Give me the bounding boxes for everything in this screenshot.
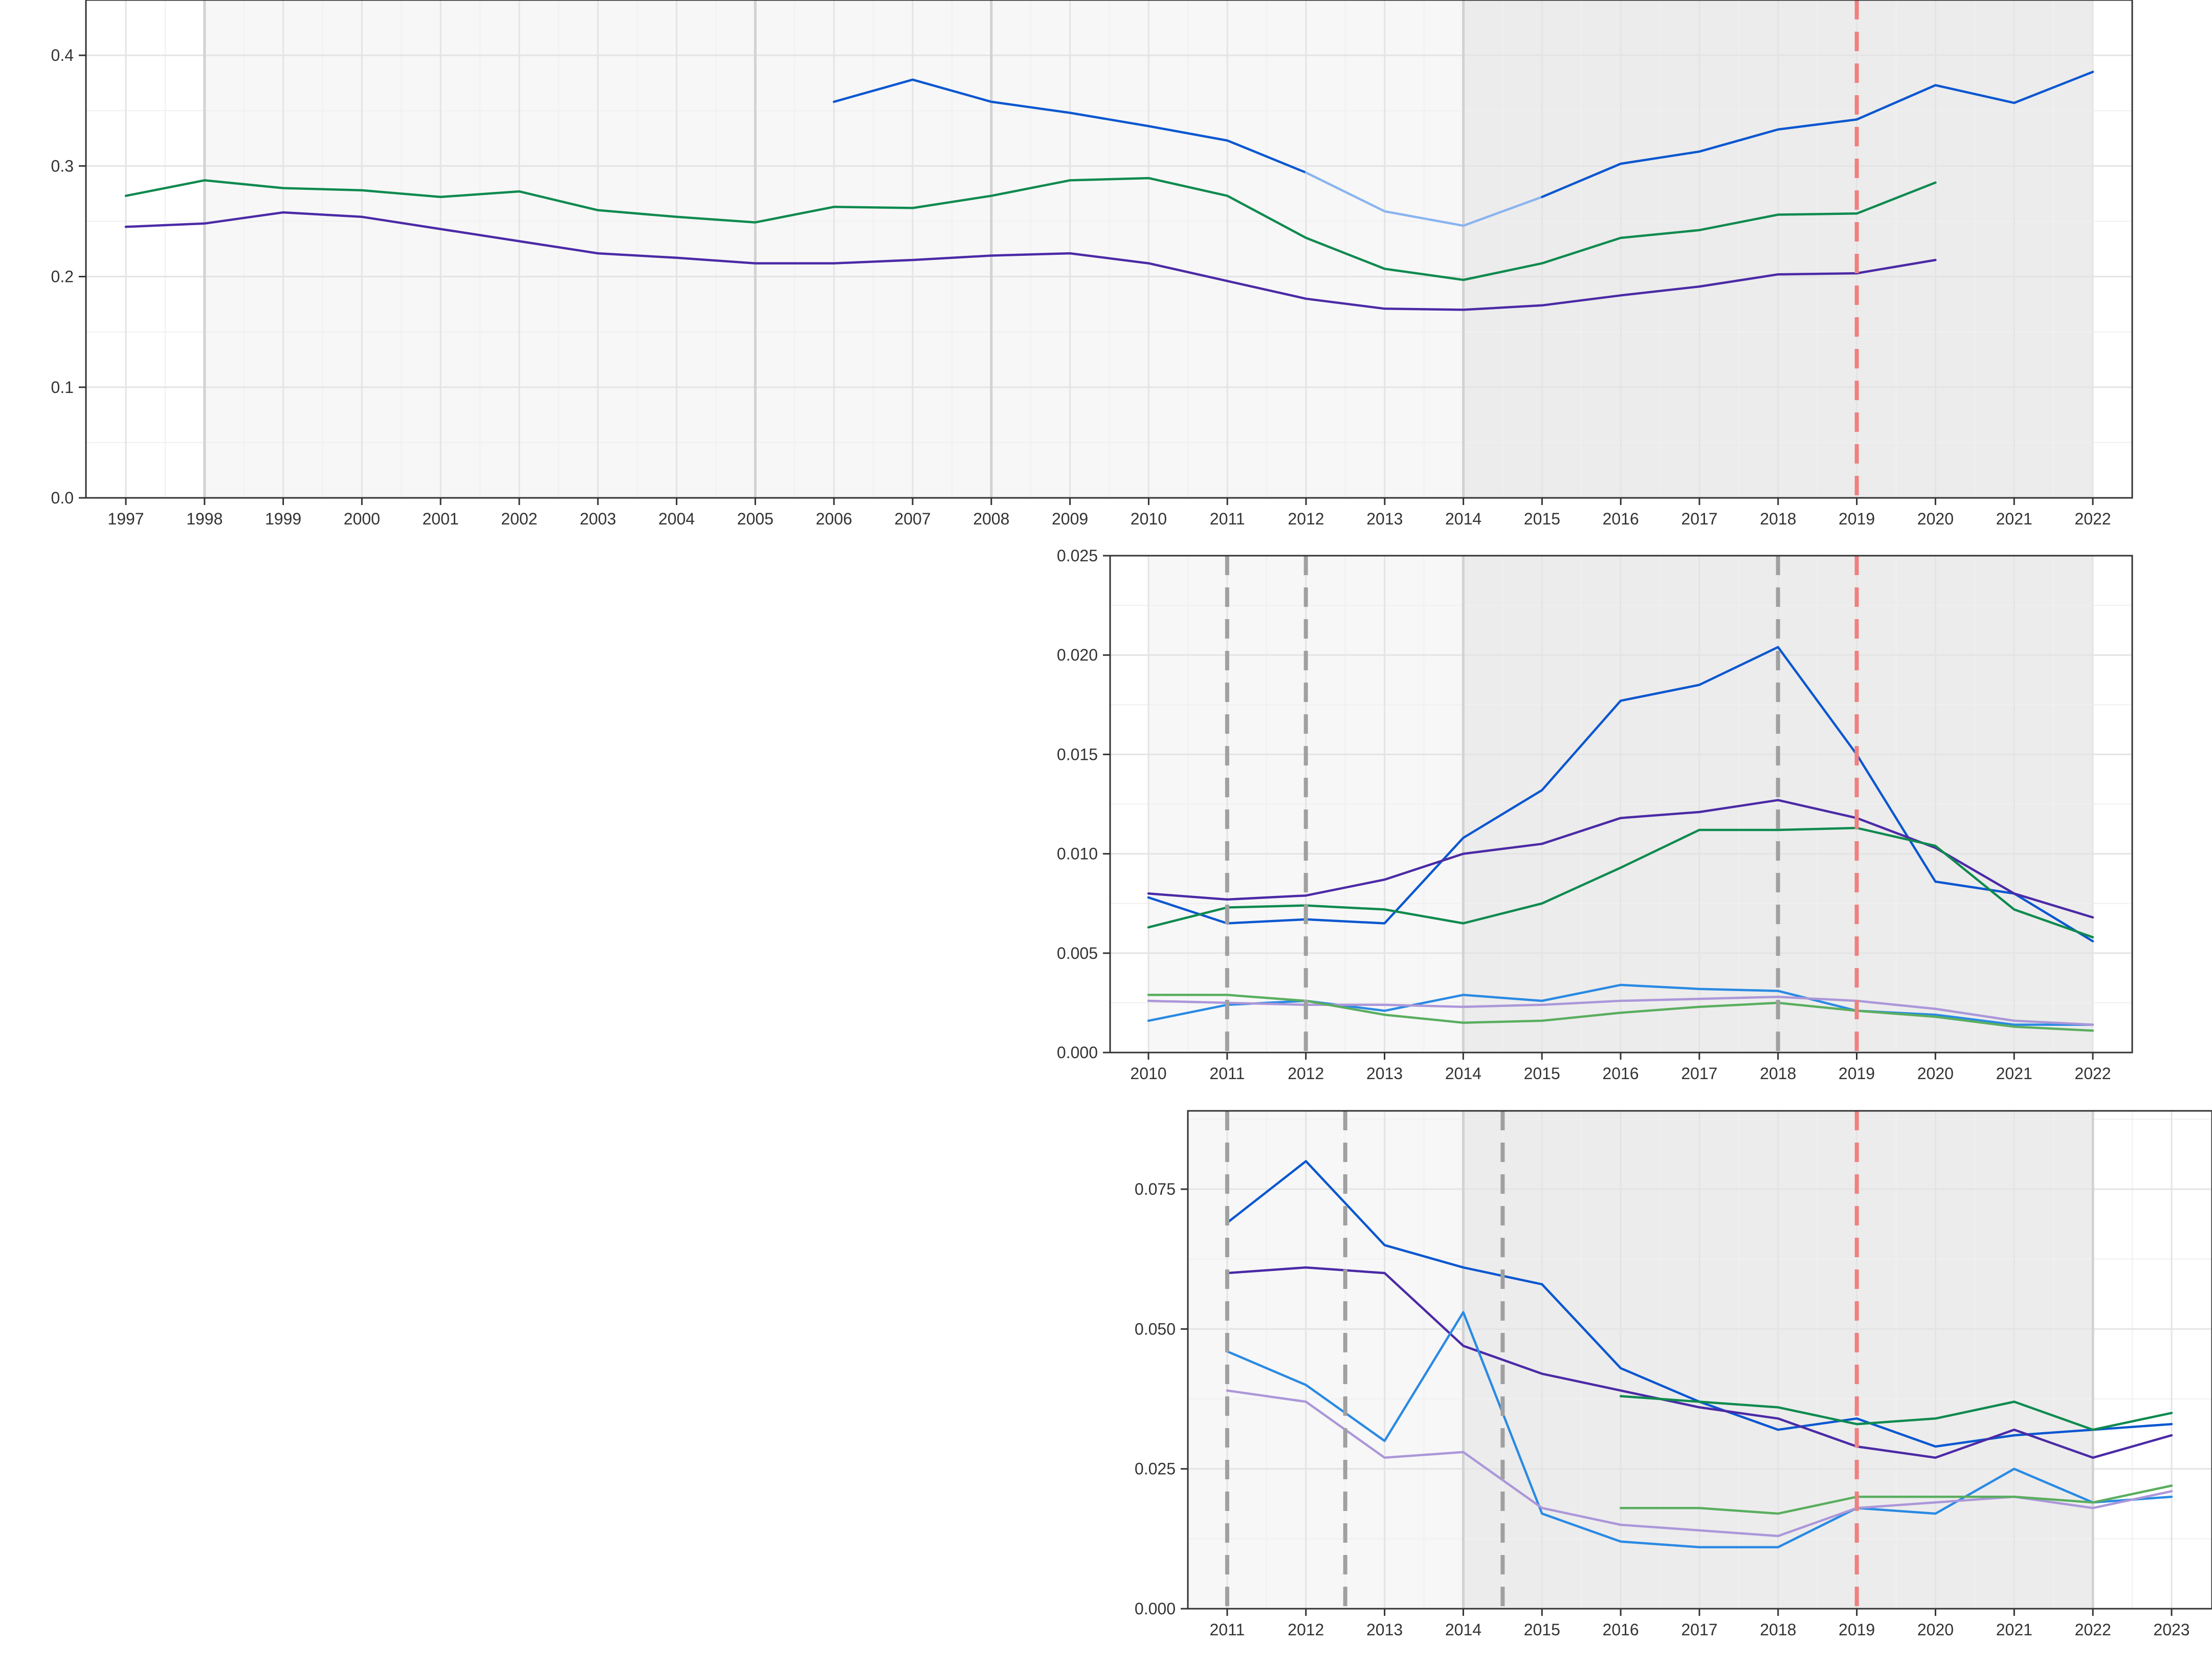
y-tick-label: 0.020 [1057,646,1098,664]
series-line [1541,71,2094,199]
series-line [1619,1395,2173,1431]
top-panel: 1997 1998 1999 2000 2001 2002 2003 2004 2005 2006… [51,0,2133,528]
x-tick-label: 2021 [1996,1620,2032,1639]
x-tick-label: 2015 [1524,510,1560,528]
series-line [124,211,1937,311]
series-line [1226,1311,2173,1548]
x-tick-label: 2018 [1760,1620,1796,1639]
series-line [1226,1266,2173,1459]
x-tick-label: 2012 [1288,1064,1324,1083]
x-tick-label: 2017 [1681,510,1717,528]
x-tick-label: 2002 [501,510,537,528]
series-line [1304,171,1543,227]
y-tick-label: 0.015 [1057,745,1098,763]
x-tick-label: 2011 [1210,510,1245,528]
x-tick-label: 2003 [580,510,616,528]
y-tick-label: 0.025 [1057,546,1098,565]
x-tick-label: 2016 [1602,1064,1639,1083]
x-tick-label: 2006 [816,510,852,528]
x-tick-label: 1997 [107,510,144,528]
y-tick-label: 0.0 [51,489,74,507]
y-tick-label: 0.050 [1135,1320,1176,1338]
x-tick-label: 2019 [1839,510,1875,528]
x-tick-label: 2019 [1839,1064,1875,1083]
x-tick-label: 1998 [186,510,223,528]
x-tick-label: 2022 [2074,510,2111,528]
x-tick-label: 2022 [2075,1620,2111,1639]
x-tick-label: 2014 [1445,510,1481,528]
x-tick-label: 2011 [1209,1064,1245,1083]
x-tick-label: 2010 [1130,1064,1166,1083]
x-tick-label: 2015 [1524,1620,1560,1639]
y-tick-label: 0.075 [1135,1180,1176,1198]
y-tick-label: 0.005 [1057,944,1098,962]
x-tick-label: 2020 [1917,1064,1954,1083]
x-tick-label: 2007 [894,510,931,528]
x-tick-label: 2016 [1603,1620,1639,1639]
x-tick-label: 2017 [1681,1064,1717,1083]
y-tick-label: 0.1 [51,378,74,397]
x-tick-label: 2014 [1445,1620,1481,1639]
x-tick-label: 2016 [1603,510,1639,528]
x-tick-label: 2010 [1131,510,1167,528]
series-line [832,78,1308,174]
y-tick-label: 0.025 [1135,1460,1176,1478]
y-tick-label: 0.4 [51,46,74,64]
y-tick-label: 0.3 [51,157,74,175]
x-tick-label: 2015 [1524,1064,1560,1083]
x-tick-label: 2009 [1052,510,1088,528]
x-tick-label: 2004 [658,510,695,528]
x-tick-label: 2012 [1288,1620,1324,1639]
bottom-panel: 2011 2012 2013 2014 2015 2016 2017 2018 2019 2020… [1135,1110,2212,1639]
x-tick-label: 2019 [1839,1620,1875,1639]
x-tick-label: 2020 [1917,1620,1954,1639]
x-tick-label: 2013 [1366,1064,1403,1083]
series-line [1147,799,2094,919]
x-tick-label: 2005 [737,510,773,528]
x-tick-label: 1999 [265,510,301,528]
x-tick-label: 2000 [344,510,380,528]
x-tick-label: 2021 [1996,1064,2032,1083]
x-tick-label: 2008 [973,510,1009,528]
y-tick-label: 0.000 [1135,1600,1176,1618]
x-tick-label: 2020 [1917,510,1954,528]
x-tick-label: 2014 [1445,1064,1481,1083]
x-tick-label: 2011 [1210,1620,1245,1639]
shaded-band [1188,1111,1464,1609]
y-tick-label: 0.000 [1057,1043,1098,1062]
x-tick-label: 2001 [423,510,459,528]
middle-panel: 2010 2011 2012 2013 2014 2015 2016 2017 2018 2019… [1057,546,2133,1083]
series-line [124,177,1937,281]
x-tick-label: 2017 [1681,1620,1717,1639]
y-tick-label: 0.010 [1057,845,1098,863]
x-tick-label: 2012 [1288,510,1324,528]
x-tick-label: 2018 [1760,1064,1796,1083]
panel-border [85,0,2133,499]
x-tick-label: 2013 [1366,1620,1403,1639]
x-tick-label: 2013 [1366,510,1403,528]
x-tick-label: 2022 [2074,1064,2111,1083]
x-tick-label: 2018 [1760,510,1796,528]
x-tick-label: 2021 [1996,510,2032,528]
x-tick-label: 2023 [2153,1620,2189,1639]
series-line [1619,1484,2173,1515]
y-tick-label: 0.2 [51,268,74,286]
